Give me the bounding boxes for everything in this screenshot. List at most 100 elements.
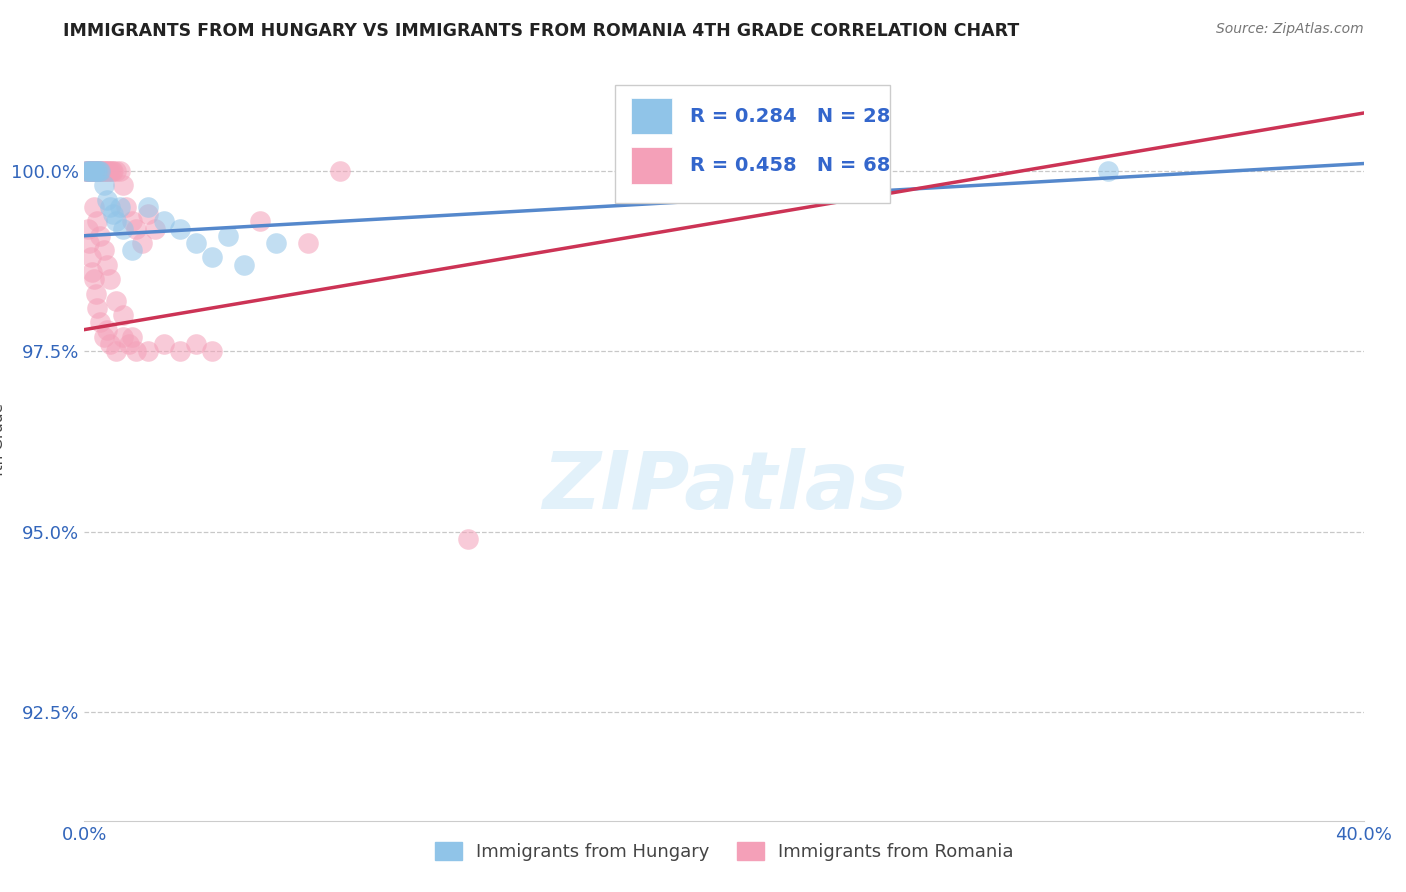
Point [297, 235, 319, 250]
Point [105, 214, 128, 228]
Point [108, 200, 131, 214]
Point [84, 286, 107, 301]
Point [121, 214, 143, 228]
Point [105, 163, 128, 178]
Point [96, 163, 118, 178]
Text: R = 0.458   N = 68: R = 0.458 N = 68 [689, 156, 890, 175]
Point [86, 301, 108, 315]
Point [105, 293, 128, 308]
Point [93, 163, 115, 178]
Point [169, 221, 191, 235]
FancyBboxPatch shape [616, 85, 890, 202]
Point [217, 228, 239, 243]
Point [82, 163, 104, 178]
Point [201, 344, 224, 359]
Point [80, 251, 103, 265]
Y-axis label: 4th Grade: 4th Grade [0, 403, 6, 480]
Text: R = 0.284   N = 28: R = 0.284 N = 28 [689, 107, 890, 126]
Text: ZIPatlas: ZIPatlas [541, 448, 907, 526]
Point [89, 228, 111, 243]
Point [86, 163, 108, 178]
Point [1097, 163, 1119, 178]
Point [76, 163, 98, 178]
Point [87, 163, 110, 178]
Point [329, 163, 352, 178]
Point [75, 163, 97, 178]
Point [153, 337, 176, 351]
Point [100, 163, 122, 178]
Point [93, 178, 115, 193]
Point [80, 163, 103, 178]
Point [101, 163, 124, 178]
FancyBboxPatch shape [631, 98, 672, 135]
Point [186, 337, 208, 351]
Point [121, 330, 143, 344]
Point [201, 251, 224, 265]
Point [86, 163, 108, 178]
Point [111, 221, 134, 235]
Point [111, 178, 134, 193]
Point [83, 163, 105, 178]
Point [264, 235, 288, 250]
Point [76, 163, 98, 178]
Point [84, 163, 107, 178]
Point [96, 193, 118, 207]
Point [89, 163, 111, 178]
Point [76, 163, 98, 178]
Point [105, 344, 128, 359]
Point [153, 214, 176, 228]
Point [138, 200, 160, 214]
Point [138, 207, 160, 221]
Point [86, 214, 108, 228]
Point [233, 258, 256, 272]
Point [121, 243, 143, 257]
Point [77, 235, 100, 250]
Point [84, 163, 107, 178]
Point [96, 258, 118, 272]
Point [93, 243, 115, 257]
Point [75, 163, 97, 178]
Point [115, 200, 138, 214]
Point [93, 330, 115, 344]
Point [169, 344, 191, 359]
Point [111, 330, 134, 344]
Point [82, 163, 104, 178]
Point [91, 163, 114, 178]
Point [101, 207, 124, 221]
Point [83, 163, 105, 178]
Point [87, 163, 110, 178]
Point [89, 163, 111, 178]
Point [94, 163, 117, 178]
Point [82, 265, 104, 279]
Point [98, 272, 121, 286]
Point [77, 163, 100, 178]
Point [79, 163, 101, 178]
Point [80, 163, 103, 178]
Point [89, 315, 111, 329]
Point [77, 163, 100, 178]
Point [83, 272, 105, 286]
Point [80, 163, 103, 178]
Point [124, 344, 146, 359]
Point [108, 163, 131, 178]
Point [143, 221, 166, 235]
Text: IMMIGRANTS FROM HUNGARY VS IMMIGRANTS FROM ROMANIA 4TH GRADE CORRELATION CHART: IMMIGRANTS FROM HUNGARY VS IMMIGRANTS FR… [63, 22, 1019, 40]
Point [457, 532, 479, 546]
Point [98, 200, 121, 214]
Point [82, 163, 104, 178]
Point [87, 163, 110, 178]
Point [249, 214, 271, 228]
Text: Source: ZipAtlas.com: Source: ZipAtlas.com [1216, 22, 1364, 37]
Point [124, 221, 146, 235]
Point [186, 235, 208, 250]
Legend: Immigrants from Hungary, Immigrants from Romania: Immigrants from Hungary, Immigrants from… [427, 835, 1021, 869]
Point [97, 163, 120, 178]
Point [131, 235, 153, 250]
Point [118, 337, 141, 351]
Point [83, 163, 105, 178]
Point [111, 308, 134, 322]
Point [77, 163, 100, 178]
Point [76, 221, 98, 235]
FancyBboxPatch shape [631, 147, 672, 184]
Point [96, 323, 118, 337]
